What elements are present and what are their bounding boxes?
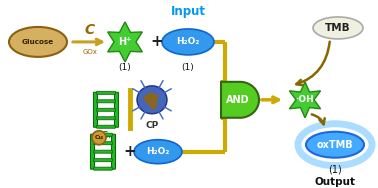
Ellipse shape: [137, 86, 167, 114]
Ellipse shape: [92, 131, 106, 145]
Polygon shape: [221, 82, 259, 118]
FancyBboxPatch shape: [94, 142, 112, 145]
Text: oxTMB: oxTMB: [317, 140, 353, 150]
Text: +: +: [150, 34, 163, 49]
Text: TMB: TMB: [325, 23, 351, 33]
FancyBboxPatch shape: [90, 134, 94, 169]
Text: C: C: [85, 23, 95, 37]
Text: H₂O₂: H₂O₂: [146, 147, 170, 156]
FancyBboxPatch shape: [97, 100, 115, 103]
Ellipse shape: [313, 17, 363, 39]
Text: Glucose: Glucose: [22, 39, 54, 45]
Text: H₂O₂: H₂O₂: [176, 37, 200, 46]
Ellipse shape: [134, 140, 182, 164]
FancyBboxPatch shape: [97, 117, 115, 120]
Ellipse shape: [9, 27, 67, 57]
Text: Cu: Cu: [94, 135, 104, 140]
FancyBboxPatch shape: [93, 92, 98, 127]
Text: CP: CP: [146, 121, 159, 130]
Text: ·OH: ·OH: [296, 95, 314, 104]
Text: Output: Output: [314, 177, 355, 187]
FancyBboxPatch shape: [94, 150, 112, 153]
Polygon shape: [290, 82, 321, 118]
Polygon shape: [108, 22, 143, 62]
Text: (1): (1): [181, 63, 194, 72]
Text: H⁺: H⁺: [118, 37, 132, 47]
FancyBboxPatch shape: [97, 125, 115, 128]
Text: AND: AND: [226, 95, 250, 105]
FancyBboxPatch shape: [94, 167, 112, 170]
Ellipse shape: [162, 29, 214, 55]
Polygon shape: [144, 93, 158, 104]
Ellipse shape: [138, 87, 166, 113]
Text: (1): (1): [119, 63, 132, 72]
FancyBboxPatch shape: [112, 134, 116, 169]
Text: (1): (1): [328, 165, 342, 175]
FancyBboxPatch shape: [97, 108, 115, 111]
FancyBboxPatch shape: [97, 91, 115, 94]
Polygon shape: [150, 104, 157, 109]
FancyBboxPatch shape: [94, 133, 112, 136]
Text: +: +: [124, 144, 136, 159]
Text: G₄: G₄: [101, 131, 112, 140]
Ellipse shape: [306, 132, 364, 158]
FancyBboxPatch shape: [115, 92, 118, 127]
Text: GOx: GOx: [82, 49, 98, 55]
FancyBboxPatch shape: [94, 159, 112, 162]
Text: Input: Input: [170, 5, 206, 18]
